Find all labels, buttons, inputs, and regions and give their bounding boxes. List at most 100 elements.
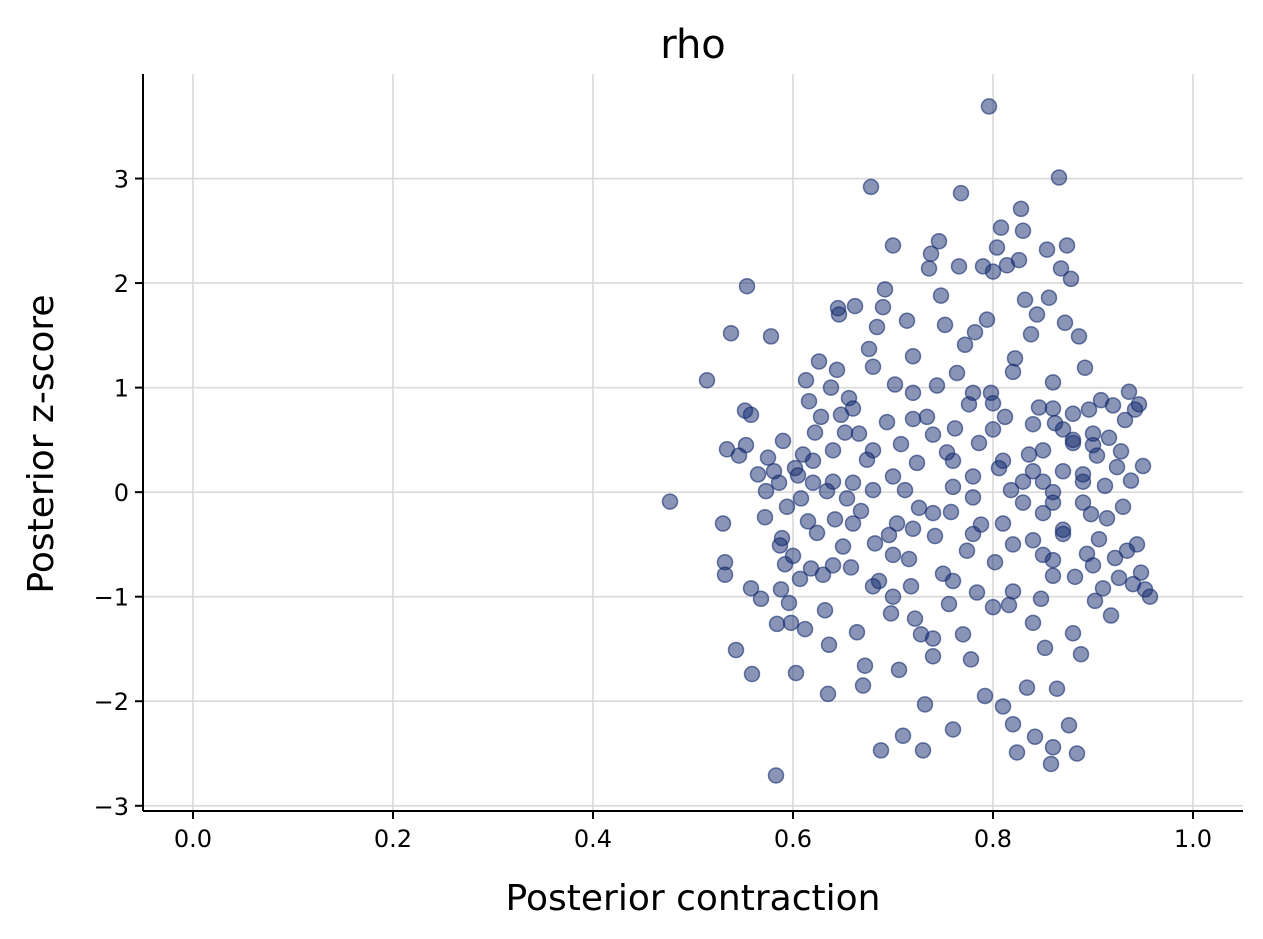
scatter-point [787, 664, 805, 682]
scatter-point [888, 515, 906, 532]
scatter-point [1014, 494, 1032, 511]
y-tick-label: 0 [114, 479, 129, 507]
scatter-point [930, 233, 948, 250]
scatter-point [1042, 755, 1060, 773]
scatter-point [996, 408, 1014, 426]
scatter-point [950, 258, 968, 275]
scatter-point [1028, 306, 1046, 323]
scatter-point [1120, 383, 1138, 401]
scatter-point [906, 610, 924, 627]
scatter-point [1034, 473, 1052, 490]
scatter-point [819, 685, 837, 703]
scatter-point [757, 482, 775, 500]
scatter-point [1034, 442, 1052, 459]
scatter-point [836, 424, 854, 441]
scatter-point [767, 767, 785, 784]
scatter-point [1004, 363, 1022, 381]
scatter-point [838, 490, 856, 507]
scatter-point [762, 328, 780, 345]
scatter-point [976, 687, 994, 705]
x-tick-label: 0.6 [774, 825, 812, 853]
scatter-point [759, 449, 777, 466]
scatter-point [1016, 291, 1034, 309]
scatter-point [978, 311, 996, 328]
scatter-point [1064, 625, 1082, 642]
scatter-point [908, 454, 926, 472]
scatter-point [792, 490, 810, 507]
scatter-point [848, 623, 866, 641]
scatter-point [932, 287, 950, 304]
scatter-point [968, 584, 986, 601]
scatter-point [752, 590, 770, 608]
scatter-point [1000, 596, 1018, 614]
scatter-point [784, 547, 802, 565]
scatter-point [1100, 429, 1118, 447]
scatter-point [1050, 169, 1068, 186]
scatter-point [1076, 359, 1094, 377]
scatter-point [924, 630, 942, 647]
scatter-point [722, 325, 740, 342]
scatter-point [862, 178, 880, 196]
scatter-point [1054, 462, 1072, 480]
scatter-point [1004, 583, 1022, 600]
scatter-point [1014, 222, 1032, 240]
scatter-point [918, 408, 936, 426]
scatter-point [1108, 458, 1126, 476]
scatter-point [826, 511, 844, 528]
scatter-point [716, 566, 734, 583]
scatter-point [773, 529, 791, 547]
scatter-point [952, 184, 970, 202]
scatter-point [910, 499, 928, 517]
scatter-point [920, 260, 938, 277]
scatter-point [844, 474, 862, 491]
scatter-point [816, 602, 834, 619]
scatter-point [1044, 400, 1062, 417]
scatter-point [1014, 473, 1032, 490]
scatter-point [1074, 494, 1092, 511]
scatter-point [799, 513, 817, 530]
scatter-point [797, 372, 815, 389]
scatter-point [1060, 717, 1078, 734]
scatter-point [1038, 241, 1056, 258]
scatter-point [856, 657, 874, 674]
scatter-point [778, 498, 796, 516]
scatter-point [992, 219, 1010, 236]
scatter-point [1024, 614, 1042, 632]
scatter-point [1030, 399, 1048, 416]
scatter-point [808, 524, 826, 542]
scatter-point [1044, 483, 1062, 501]
scatter-point [737, 436, 755, 454]
scatter-point [924, 504, 942, 522]
scatter-point [984, 421, 1002, 438]
scatter-point [774, 432, 792, 450]
scatter-point [1128, 536, 1146, 553]
scatter-point [890, 661, 908, 679]
scatter-point [742, 580, 760, 597]
scatter-point [958, 542, 976, 559]
scatter-point [882, 605, 900, 622]
scatter-point [904, 348, 922, 365]
scatter-point [1086, 592, 1104, 610]
scatter-point [922, 245, 940, 263]
scatter-point [1080, 401, 1098, 418]
scatter-point [1112, 443, 1130, 460]
scatter-point [860, 340, 878, 358]
scatter-point [1062, 270, 1080, 288]
x-axis-label: Posterior contraction [506, 878, 881, 919]
scatter-point [988, 239, 1006, 256]
axes [142, 74, 1243, 812]
y-tick-label: 3 [114, 166, 129, 194]
scatter-point [980, 98, 998, 115]
scatter-point [876, 281, 894, 298]
scatter-point [928, 377, 946, 394]
scatter-point [1094, 580, 1112, 597]
scatter-point [1084, 557, 1102, 574]
scatter-point [1082, 505, 1100, 523]
scatter-point [1044, 738, 1062, 756]
scatter-point [946, 420, 964, 437]
scatter-point [884, 546, 902, 564]
scatter-point [944, 478, 962, 496]
scatter-point [1022, 326, 1040, 343]
scatter-point [1130, 396, 1148, 413]
